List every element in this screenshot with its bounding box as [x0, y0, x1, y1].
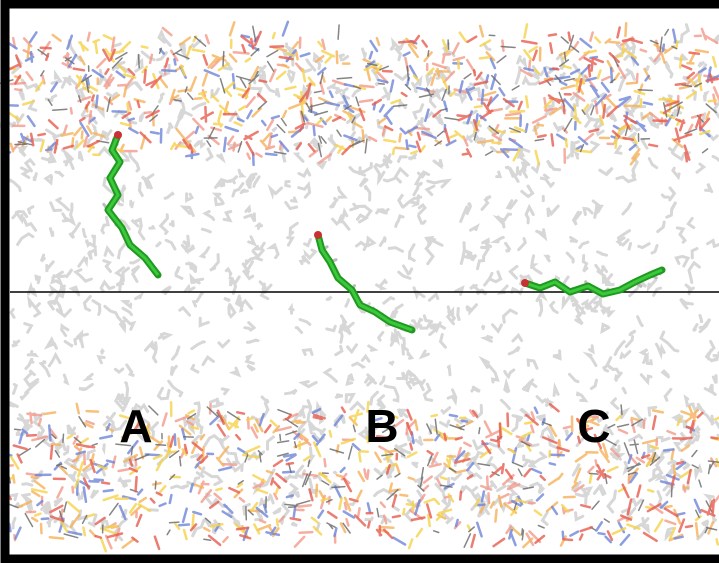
lipid-headgroups	[0, 24, 719, 548]
cholesterol-highlight	[524, 268, 663, 296]
cholesterol-highlight	[106, 134, 160, 276]
lipid-bilayer	[0, 20, 719, 553]
lipid-headgroups	[9, 21, 715, 549]
panel-label: B	[365, 400, 398, 452]
panel-label: A	[119, 400, 152, 452]
hydroxyl	[521, 279, 529, 287]
cholesterol-molecules	[102, 131, 666, 334]
lipid-headgroups	[4, 26, 719, 551]
hydroxyl	[114, 131, 122, 139]
lipid-headgroups	[2, 20, 719, 547]
cholesterol-highlight	[316, 234, 413, 332]
hydroxyl	[314, 231, 322, 239]
panel-label: C	[577, 400, 610, 452]
